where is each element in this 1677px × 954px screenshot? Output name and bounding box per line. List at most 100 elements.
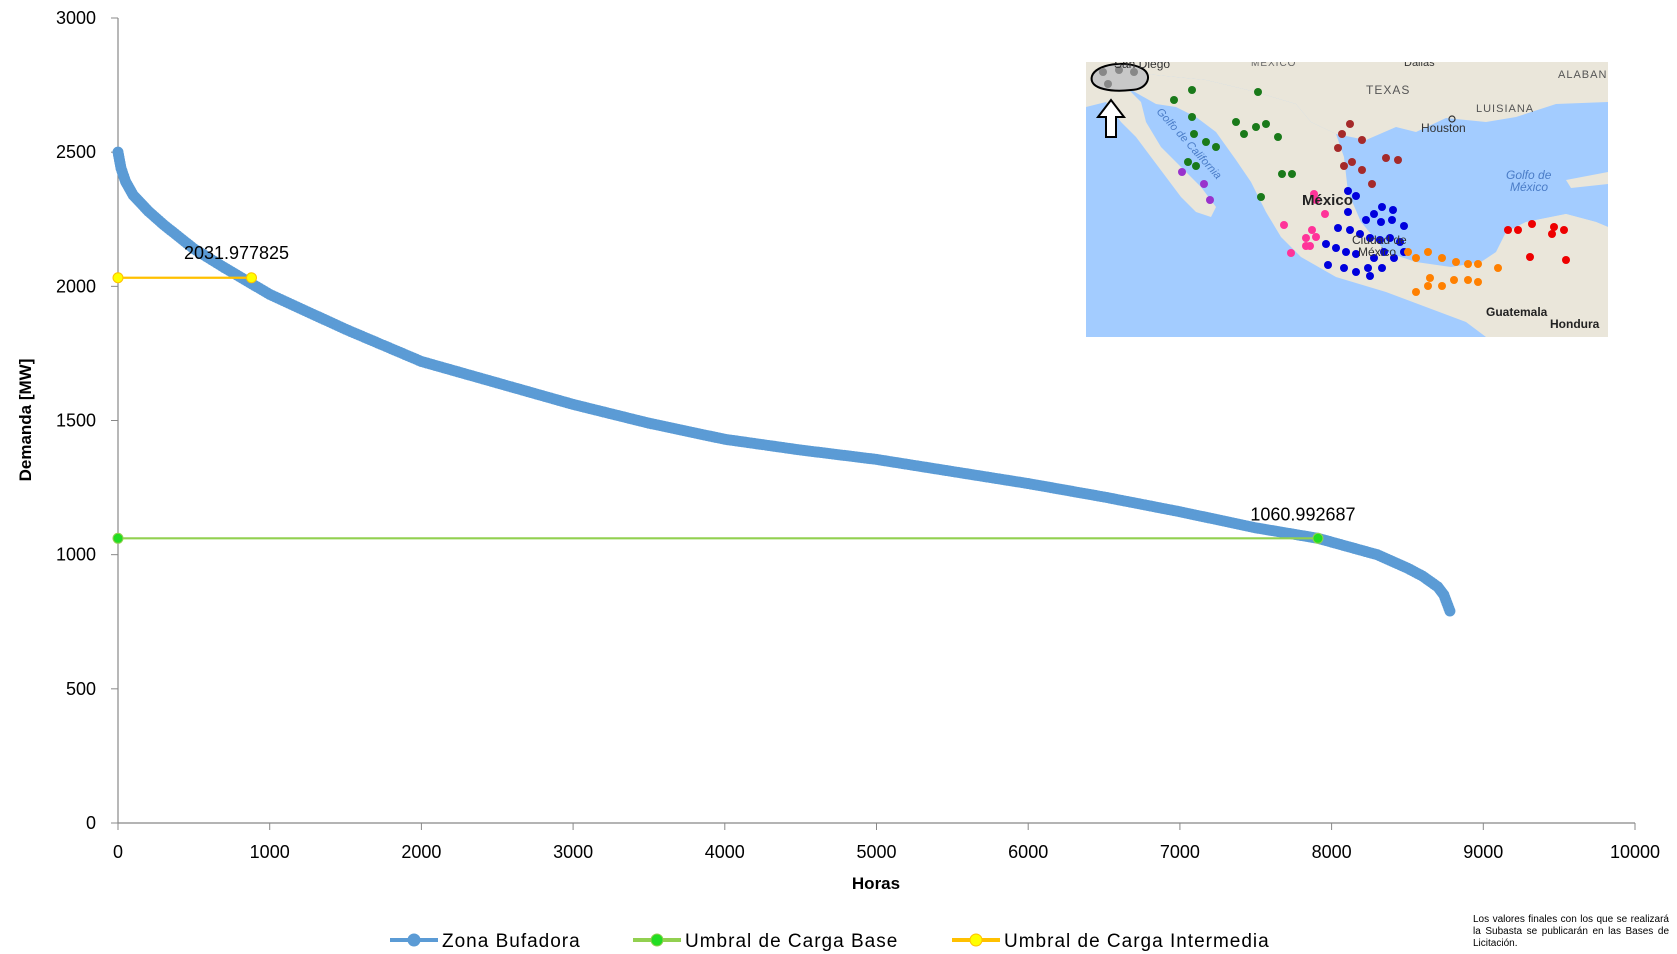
highlight-dot [1130, 68, 1138, 76]
y-tick-label: 500 [66, 679, 96, 699]
map-site-dot [1562, 256, 1570, 264]
map-site-dot [1438, 282, 1446, 290]
map-land-usa [1086, 62, 1608, 140]
map-site-dot [1254, 88, 1262, 96]
legend-label: Zona Bufadora [442, 931, 581, 952]
highlight-dot [1115, 66, 1123, 74]
map-site-dot [1494, 264, 1502, 272]
map-label-honduras: Hondura [1550, 317, 1600, 331]
y-ticks: 0 500 1000 1500 2000 2500 3000 [56, 8, 118, 833]
threshold-point [112, 532, 124, 544]
map-site-dot [1302, 234, 1310, 242]
x-ticks: 0 1000 2000 3000 4000 5000 6000 7000 8000 9000 100… [113, 823, 1660, 862]
map-site-dot [1382, 154, 1390, 162]
threshold-lines [112, 272, 1324, 544]
map-site-dot [1344, 187, 1352, 195]
map-site-dot [1188, 86, 1196, 94]
map-site-dot [1377, 218, 1385, 226]
map-site-dot [1334, 144, 1342, 152]
map-site-dot [1240, 130, 1248, 138]
map-site-dot [1212, 143, 1220, 151]
y-axis-title: Demanda [MW] [16, 359, 35, 482]
series-zona-bufadora [112, 146, 1456, 617]
map-site-dot [1412, 254, 1420, 262]
map-site-dot [1526, 253, 1534, 261]
threshold-point [112, 272, 124, 284]
y-tick-label: 1000 [56, 545, 96, 565]
map-site-dot [1280, 221, 1288, 229]
map-site-dot [1504, 226, 1512, 234]
y-tick-label: 0 [86, 813, 96, 833]
map-site-dot [1232, 118, 1240, 126]
map-site-dot [1274, 133, 1282, 141]
highlight-dot [1104, 80, 1112, 88]
map-site-dot [1400, 222, 1408, 230]
x-axis-title: Horas [852, 874, 900, 893]
legend-label: Umbral de Carga Base [685, 931, 898, 952]
map-site-dot [1188, 113, 1196, 121]
map-site-dot [1474, 260, 1482, 268]
map-site-dot [1262, 120, 1270, 128]
x-tick-label: 4000 [705, 842, 745, 862]
map-site-dot [1287, 249, 1295, 257]
map-site-dot [1370, 254, 1378, 262]
map-site-dot [1364, 264, 1372, 272]
x-tick-label: 0 [113, 842, 123, 862]
map-site-dot [1200, 180, 1208, 188]
map-label-san-diego: San Diego [1114, 57, 1170, 71]
y-tick-label: 2000 [56, 276, 96, 296]
map-site-dot [1278, 170, 1286, 178]
map-site-dot [1412, 288, 1420, 296]
map-site-dot [1404, 248, 1412, 256]
map-site-dot [1356, 230, 1364, 238]
map-site-dot [1170, 96, 1178, 104]
data-label-intermedia: 2031.977825 [184, 243, 289, 263]
map-site-dot [1548, 230, 1556, 238]
x-tick-label: 7000 [1160, 842, 1200, 862]
map-site-dot [1192, 162, 1200, 170]
legend-marker [407, 933, 421, 947]
map-site-dot [1352, 250, 1360, 258]
map-site-dot [1190, 130, 1198, 138]
legend-item-umbral-intermedia: Umbral de Carga Intermedia [952, 931, 1270, 952]
map-site-dot [1358, 136, 1366, 144]
map-land-mexico [1126, 74, 1608, 337]
map-site-dot [1334, 224, 1342, 232]
map-label-mexico-country: México [1302, 192, 1353, 209]
map-site-dot [1257, 193, 1265, 201]
y-tick-label: 2500 [56, 142, 96, 162]
map-site-dot [1332, 244, 1340, 252]
map-site-dot [1378, 264, 1386, 272]
map-site-dot [1252, 123, 1260, 131]
map-label-dallas: Dallas [1404, 57, 1435, 69]
map-label-luisiana: LUISIANA [1476, 103, 1534, 115]
map-site-dot [1322, 240, 1330, 248]
y-tick-label: 1500 [56, 411, 96, 431]
footnote: Los valores finales con los que se reali… [1473, 914, 1669, 949]
map-site-dot [1514, 226, 1522, 234]
map-site-dot [1389, 206, 1397, 214]
highlight-dot [1099, 68, 1107, 76]
map-label-ciudad-1: Ciudad de [1352, 233, 1407, 247]
map-site-dot [1178, 168, 1186, 176]
map-site-dot [1452, 258, 1460, 266]
legend-label: Umbral de Carga Intermedia [1004, 931, 1270, 952]
legend-marker [969, 933, 983, 947]
map-site-dot [1352, 192, 1360, 200]
map-site-dot [1370, 210, 1378, 218]
map-site-dot [1386, 234, 1394, 242]
map-site-dot [1390, 254, 1398, 262]
map-site-dot [1342, 248, 1350, 256]
map-site-dot [1560, 226, 1568, 234]
map-label-texas: TEXAS [1366, 83, 1410, 97]
map-dots [1170, 86, 1570, 296]
map-land-cuba [1566, 172, 1608, 188]
x-tick-label: 3000 [553, 842, 593, 862]
map-site-dot [1321, 210, 1329, 218]
legend-item-umbral-base: Umbral de Carga Base [633, 931, 898, 952]
map-label-golfo-mexico-1: Golfo de [1506, 168, 1552, 182]
series-point [1444, 605, 1456, 617]
map-site-dot [1388, 216, 1396, 224]
map-label-alabama: ALABAN [1558, 69, 1607, 81]
